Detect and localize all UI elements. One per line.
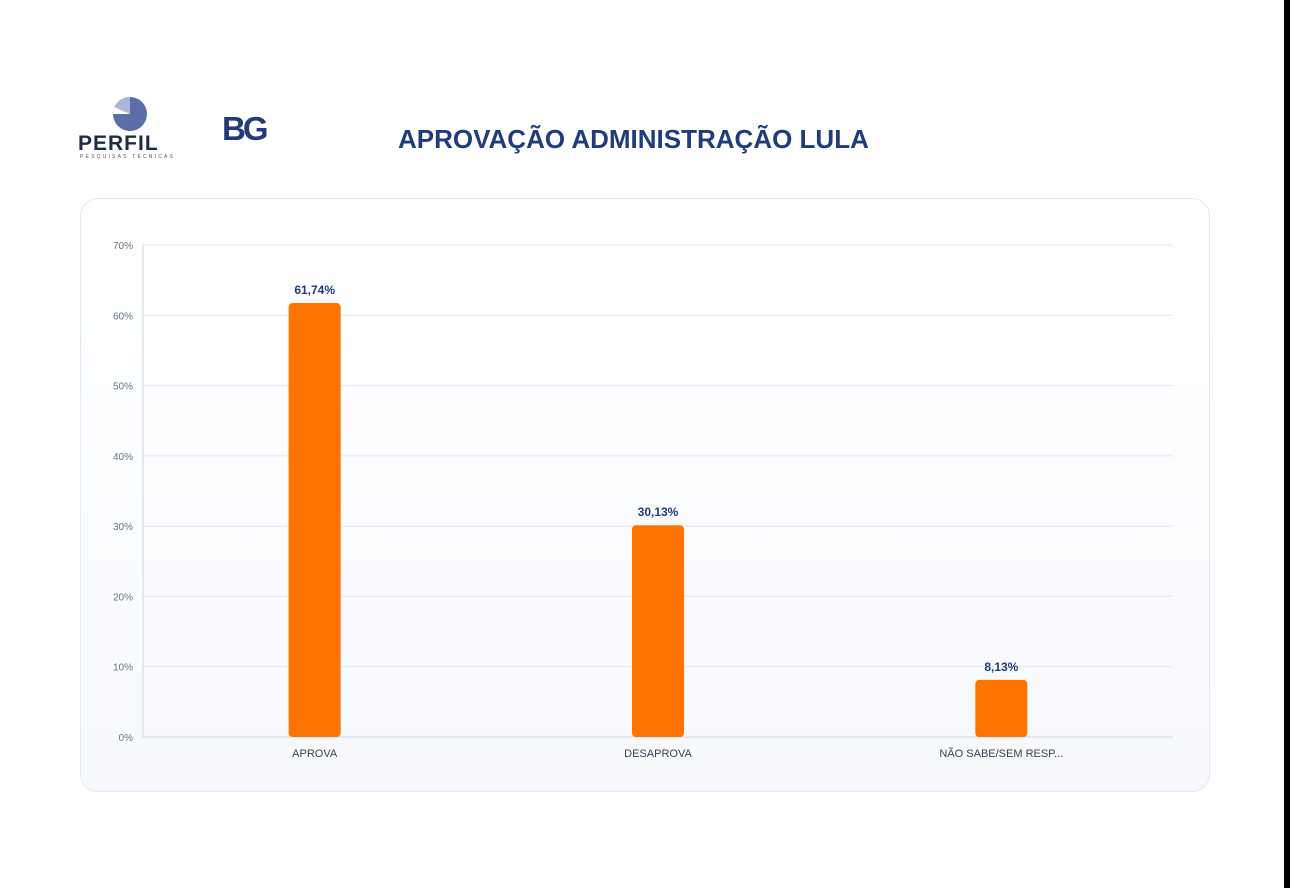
x-tick-label: APROVA <box>292 748 338 760</box>
bg-logo: BG <box>222 110 268 147</box>
bar <box>975 679 1028 737</box>
x-tick-label: NÃO SABE/SEM RESP... <box>939 747 1063 760</box>
y-tick-label: 0% <box>119 733 134 744</box>
chart-card: 0% 10% 20% 30% 40% 50% 60% 70% 61,74% APROVA 30,13… <box>80 198 1210 792</box>
y-tick-label: 50% <box>113 382 133 393</box>
y-tick-label: 40% <box>113 452 133 463</box>
pie-logo-icon <box>112 97 147 131</box>
perfil-logo-text: PERFIL <box>78 132 159 155</box>
bar <box>288 303 341 737</box>
perfil-logo-subtext: PESQUISAS TÉCNICAS <box>80 154 176 160</box>
data-label: 8,13% <box>984 660 1018 674</box>
perfil-logo: PERFIL PESQUISAS TÉCNICAS <box>78 96 184 162</box>
page-title: APROVAÇÃO ADMINISTRAÇÃO LULA <box>398 124 869 154</box>
bar <box>632 525 684 737</box>
y-tick-label: 10% <box>113 663 133 674</box>
data-label: 30,13% <box>638 505 679 519</box>
y-tick-label: 20% <box>113 592 133 603</box>
bar-chart: 0% 10% 20% 30% 40% 50% 60% 70% 61,74% APROVA 30,13… <box>113 241 1173 760</box>
x-tick-label: DESAPROVA <box>624 748 692 760</box>
y-tick-label: 60% <box>113 311 133 322</box>
data-label: 61,74% <box>294 283 335 297</box>
y-tick-label: 30% <box>113 522 133 533</box>
y-tick-label: 70% <box>113 241 133 252</box>
